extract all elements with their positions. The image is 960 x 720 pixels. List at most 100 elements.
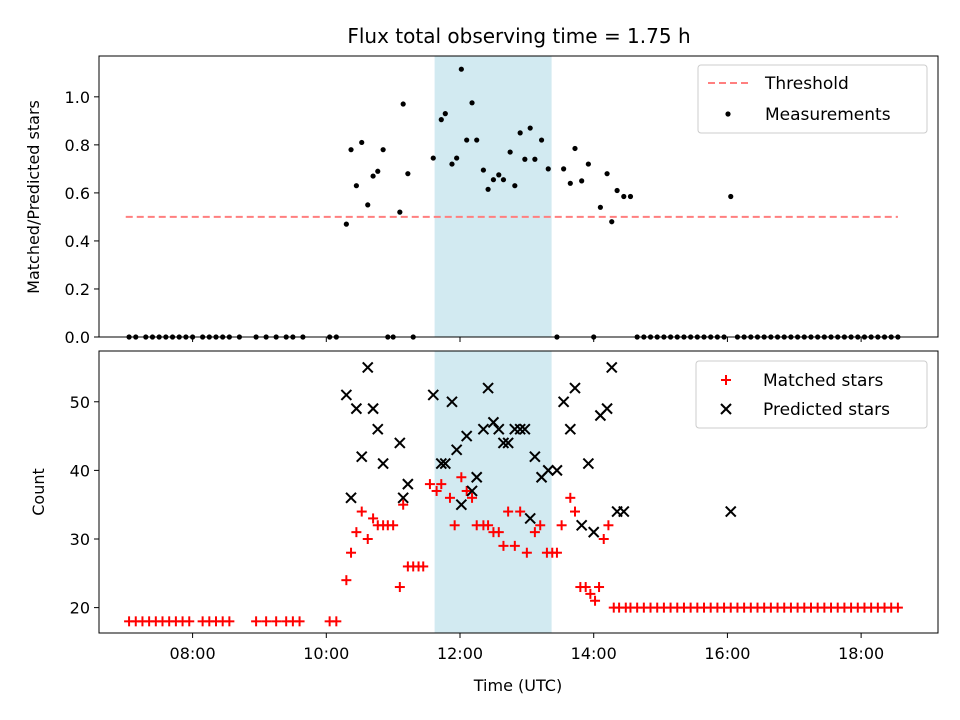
matched-stars-point (461, 485, 472, 496)
predicted-stars-point (519, 423, 531, 435)
measurement-point (474, 137, 480, 143)
legend-matched-swatch (721, 375, 731, 385)
measurement-point (500, 177, 507, 183)
matched-stars-point (444, 492, 455, 503)
measurement-point (579, 178, 585, 184)
matched-stars-point (394, 582, 405, 593)
predicted-stars-point (529, 450, 541, 463)
matched-stars-point (603, 520, 614, 531)
matched-stars-point (431, 485, 442, 496)
matched-stars-point (362, 534, 373, 544)
measurement-point (567, 180, 573, 186)
x-tick-label: 16:00 (704, 644, 750, 663)
predicted-stars-point (564, 423, 577, 435)
predicted-stars-point (466, 485, 478, 497)
matched-stars-point (565, 492, 576, 503)
y-tick-label: 0.8 (65, 136, 90, 155)
predicted-stars-point (557, 396, 570, 408)
predicted-stars-point (497, 437, 510, 449)
matched-stars-point (456, 472, 467, 483)
measurement-point (609, 219, 615, 225)
predicted-stars-point (460, 430, 473, 442)
matched-stars-point (351, 527, 362, 538)
measurement-point (458, 66, 464, 72)
measurement-point (343, 221, 349, 227)
measurement-point (359, 139, 365, 146)
measurement-point (449, 161, 455, 167)
matched-stars-point (590, 595, 601, 606)
measurement-point (348, 147, 354, 153)
matched-stars-point (594, 582, 605, 593)
top-panel-frame (98, 55, 939, 338)
matched-stars-point (556, 520, 567, 531)
y-tick-label: 30 (70, 530, 90, 549)
measurement-point (400, 101, 406, 107)
measurement-point (397, 209, 403, 215)
predicted-stars-point (618, 505, 630, 518)
matched-stars-point (341, 575, 352, 586)
bottom-panel: 20 30 40 50 08:00 10:00 12:00 14:00 16:00 18:00 C… (29, 350, 939, 695)
measurement-point (430, 155, 436, 161)
x-axis-label: Time (UTC) (473, 676, 562, 695)
matched-stars-point (294, 616, 305, 627)
matched-stars-point (251, 616, 262, 627)
matched-stars-point (331, 616, 342, 627)
observing-interval-shade (434, 351, 552, 633)
matched-stars-point (424, 479, 435, 490)
predicted-stars-point (446, 396, 458, 408)
legend-matched-label: Matched stars (763, 371, 883, 391)
matched-stars-point (449, 520, 460, 531)
predicted-stars-point (524, 512, 536, 525)
matched-stars-point (598, 534, 609, 544)
matched-stars-point (436, 479, 447, 490)
predicted-stars-point (482, 382, 494, 394)
x-tick-label: 08:00 (170, 644, 216, 663)
legend-measurements-label: Measurements (765, 105, 891, 125)
measurement-point (442, 111, 448, 117)
measurement-point (370, 173, 376, 179)
matched-stars-point (261, 616, 272, 627)
legend-predicted-swatch (720, 403, 732, 415)
measurement-point (469, 100, 475, 106)
predicted-stars-point (606, 361, 618, 374)
matched-stars-point (356, 506, 367, 517)
matched-stars-point (398, 499, 409, 510)
measurement-point (507, 149, 513, 155)
measurement-point (538, 137, 545, 143)
measurement-point (561, 166, 567, 172)
predicted-stars-point (435, 457, 447, 470)
measurement-point (545, 166, 551, 172)
measurement-point (454, 155, 460, 161)
predicted-stars-point (397, 492, 409, 504)
predicted-stars-point (493, 423, 505, 435)
bottom-panel-legend: Matched stars Predicted stars (695, 360, 928, 429)
measurement-point (405, 171, 411, 177)
y-tick-label: 0.2 (65, 280, 90, 299)
predicted-stars-point (542, 464, 554, 477)
matched-stars-point (418, 561, 429, 572)
bottom-legend-frame (695, 360, 928, 429)
predicted-stars-point (402, 478, 414, 490)
predicted-stars-point (601, 402, 613, 415)
measurement-point (512, 183, 518, 189)
measurement-point (627, 193, 634, 200)
matched-stars-point (467, 492, 478, 503)
predicted-stars-point (372, 423, 384, 435)
predicted-stars-point (575, 519, 588, 531)
predicted-stars-point (340, 389, 353, 401)
measurement-point (527, 125, 533, 131)
matched-stars-point (184, 616, 195, 627)
predicted-stars-point (455, 498, 468, 511)
matched-stars-point (224, 616, 235, 627)
legend-threshold-label: Threshold (764, 74, 849, 94)
matched-stars-point (515, 506, 526, 517)
measurement-point (438, 117, 444, 123)
top-panel-ylabel: Matched/Predicted stars (24, 100, 43, 294)
matched-stars-point (271, 616, 282, 627)
y-tick-label: 0.0 (65, 328, 90, 347)
bottom-panel-ylabel: Count (29, 468, 48, 516)
matched-stars-point (892, 602, 903, 613)
x-tick-label: 10:00 (303, 644, 349, 663)
predicted-stars-point (487, 416, 500, 429)
predicted-stars-point (362, 361, 374, 374)
